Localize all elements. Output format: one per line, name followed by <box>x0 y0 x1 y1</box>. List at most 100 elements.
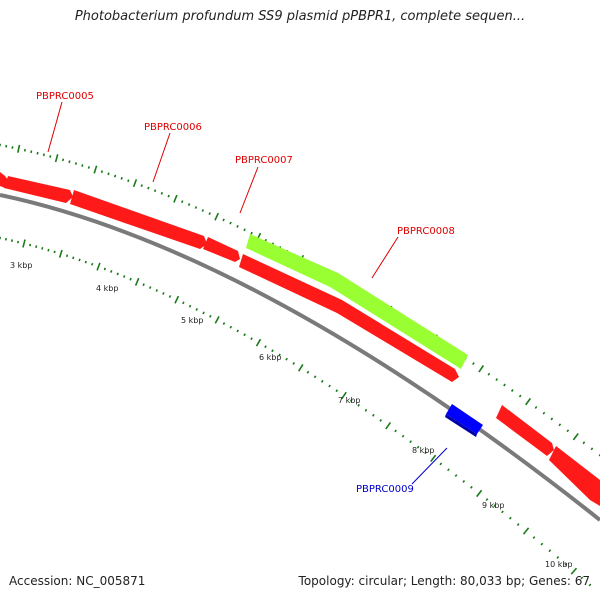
minor-tick <box>485 498 489 501</box>
kbp-label: 7 kbp <box>338 396 360 405</box>
minor-tick <box>236 329 239 333</box>
minor-tick <box>470 485 473 489</box>
gene-arrow-blue-shade <box>445 414 477 437</box>
gene-arrow-blue[interactable] <box>446 404 483 434</box>
minor-tick <box>229 325 233 329</box>
minor-tick <box>439 462 443 466</box>
minor-tick <box>201 209 205 212</box>
minor-tick <box>516 523 520 526</box>
minor-tick <box>110 270 113 273</box>
gene-arrow[interactable] <box>549 446 600 506</box>
minor-tick <box>379 419 383 422</box>
gene-arrow-green[interactable] <box>246 234 468 369</box>
minor-tick <box>292 362 295 365</box>
minor-tick <box>42 153 45 157</box>
minor-tick <box>558 423 562 427</box>
inner-tick-ring <box>0 236 592 587</box>
major-tick <box>572 433 579 441</box>
map-title: Photobacterium profundum SS9 plasmid pPB… <box>74 9 526 24</box>
minor-tick <box>532 536 536 539</box>
minor-tick <box>167 194 170 198</box>
minor-tick <box>65 254 69 258</box>
minor-tick <box>320 379 324 383</box>
minor-tick <box>142 283 145 287</box>
minor-tick <box>49 155 52 158</box>
minor-tick <box>472 362 475 366</box>
minor-tick <box>41 246 44 250</box>
minor-tick <box>534 405 538 409</box>
minor-tick <box>209 314 212 318</box>
minor-tick <box>229 221 232 225</box>
minor-tick <box>447 468 450 472</box>
minor-tick <box>264 345 267 349</box>
minor-tick <box>556 555 560 559</box>
minor-tick <box>195 308 199 311</box>
minor-tick <box>508 516 512 520</box>
gene-arrow[interactable] <box>4 176 73 203</box>
major-tick <box>54 154 59 163</box>
minor-tick <box>243 228 246 232</box>
minor-tick <box>306 370 310 374</box>
major-tick <box>58 249 63 258</box>
label-leader <box>239 166 259 214</box>
minor-tick <box>462 480 466 483</box>
minor-tick <box>74 162 78 165</box>
major-tick <box>22 239 26 248</box>
minor-tick <box>357 403 360 407</box>
label-leader <box>152 132 171 183</box>
backbone-ring <box>0 193 600 522</box>
minor-tick <box>335 389 339 393</box>
minor-tick <box>416 445 420 449</box>
label-leader <box>411 447 448 485</box>
minor-tick <box>187 203 191 206</box>
minor-tick <box>162 292 165 295</box>
minor-tick <box>548 549 552 553</box>
minor-tick <box>588 583 592 587</box>
minor-tick <box>107 172 110 176</box>
gene-label[interactable]: PBPRC0007 <box>235 155 293 166</box>
major-tick <box>173 194 178 203</box>
minor-tick <box>493 504 497 508</box>
gene-arrow[interactable] <box>496 405 554 456</box>
minor-tick <box>313 375 317 379</box>
gene-label[interactable]: PBPRC0005 <box>36 91 94 102</box>
minor-tick <box>72 256 75 260</box>
major-tick <box>522 527 530 535</box>
minor-tick <box>182 301 185 305</box>
minor-tick <box>100 170 104 174</box>
major-tick <box>570 567 578 575</box>
minor-tick <box>540 542 544 546</box>
minor-tick <box>84 260 87 264</box>
minor-tick <box>250 337 253 341</box>
minor-tick <box>87 166 90 169</box>
major-tick <box>255 338 262 347</box>
major-tick <box>478 365 485 373</box>
minor-tick <box>68 160 71 164</box>
minor-tick <box>155 289 159 292</box>
gene-arrow[interactable] <box>239 254 459 382</box>
minor-tick <box>580 576 584 580</box>
minor-tick <box>188 304 192 308</box>
minor-tick <box>103 267 107 271</box>
minor-tick <box>503 383 506 387</box>
gene-label[interactable]: PBPRC0006 <box>144 122 202 133</box>
gene-arrow[interactable] <box>203 237 240 262</box>
minor-tick <box>153 189 157 193</box>
minor-tick <box>120 176 123 180</box>
gene-label[interactable]: PBPRC0008 <box>397 226 455 237</box>
kbp-label: 5 kbp <box>181 316 203 325</box>
minor-tick <box>590 447 594 451</box>
major-tick <box>430 454 437 462</box>
minor-tick <box>91 262 94 266</box>
minor-tick <box>222 322 226 325</box>
kbp-label: 8 kbp <box>412 446 434 455</box>
summary-text: Topology: circular; Length: 80,033 bp; G… <box>298 574 590 588</box>
gene-arrow[interactable] <box>70 190 207 249</box>
major-tick <box>17 144 21 153</box>
major-tick <box>174 295 180 304</box>
minor-tick <box>401 434 405 438</box>
minor-tick <box>349 398 353 402</box>
gene-label[interactable]: PBPRC0009 <box>356 484 414 495</box>
major-tick <box>214 316 220 324</box>
